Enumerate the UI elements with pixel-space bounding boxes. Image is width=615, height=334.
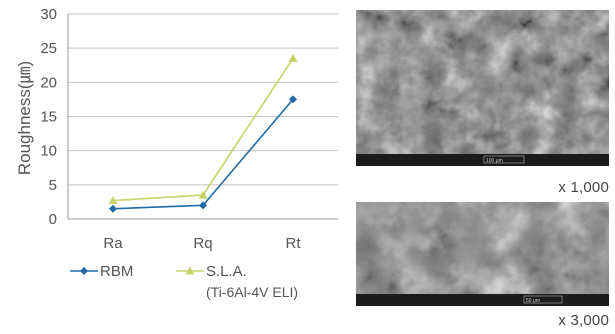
x-tick-label-rt: Rt <box>286 235 302 252</box>
y-tick-labels: 0 5 10 15 20 25 30 <box>40 6 57 228</box>
series-line-s-l-a <box>112 57 294 202</box>
sem-scalebar-label: 100 μm <box>486 158 503 164</box>
y-tick-label: 0 <box>49 211 57 228</box>
legend-marker-sla <box>185 266 195 275</box>
series-layer <box>108 53 298 213</box>
data-point-s-l-a <box>108 196 118 205</box>
gridlines <box>68 13 338 186</box>
data-point-rbm <box>109 204 117 213</box>
roughness-line-chart: 0 5 10 15 20 25 30 Ra Rq Rt Roughness(㎛) RBM S.L.… <box>15 6 338 300</box>
x-tick-labels: Ra Rq Rt <box>103 235 301 252</box>
legend-marker-rbm <box>80 267 88 275</box>
legend-label-rbm: RBM <box>100 263 133 280</box>
sem-scalebar-label: 50 μm <box>526 298 540 304</box>
sem-micrograph-3000x: 50 μm <box>356 202 609 306</box>
legend-label-sla-material: (Ti-6Al-4V ELI) <box>206 284 298 300</box>
y-tick-label: 25 <box>40 40 57 57</box>
data-point-s-l-a <box>288 53 298 62</box>
sem-image-1000x: 100 μm <box>356 10 609 166</box>
y-tick-label: 20 <box>40 74 57 91</box>
y-axis-label: Roughness(㎛) <box>15 61 35 175</box>
magnification-label-1000x: x 1,000 <box>558 179 609 196</box>
magnification-label-3000x: x 3,000 <box>558 312 609 329</box>
y-tick-label: 5 <box>49 177 57 194</box>
data-point-rbm <box>289 95 297 104</box>
y-tick-label: 10 <box>40 143 57 160</box>
legend: RBM S.L.A. (Ti-6Al-4V ELI) <box>70 263 298 300</box>
sem-micrograph-1000x: 100 μm <box>356 10 609 166</box>
x-tick-label-rq: Rq <box>193 235 212 252</box>
x-tick-label-ra: Ra <box>103 235 123 252</box>
y-tick-label: 15 <box>40 109 57 126</box>
data-point-s-l-a <box>198 190 208 199</box>
y-tick-label: 30 <box>40 6 57 23</box>
sem-image-3000x: 50 μm <box>356 202 609 306</box>
data-point-rbm <box>199 201 207 210</box>
legend-label-sla: S.L.A. <box>206 263 247 280</box>
